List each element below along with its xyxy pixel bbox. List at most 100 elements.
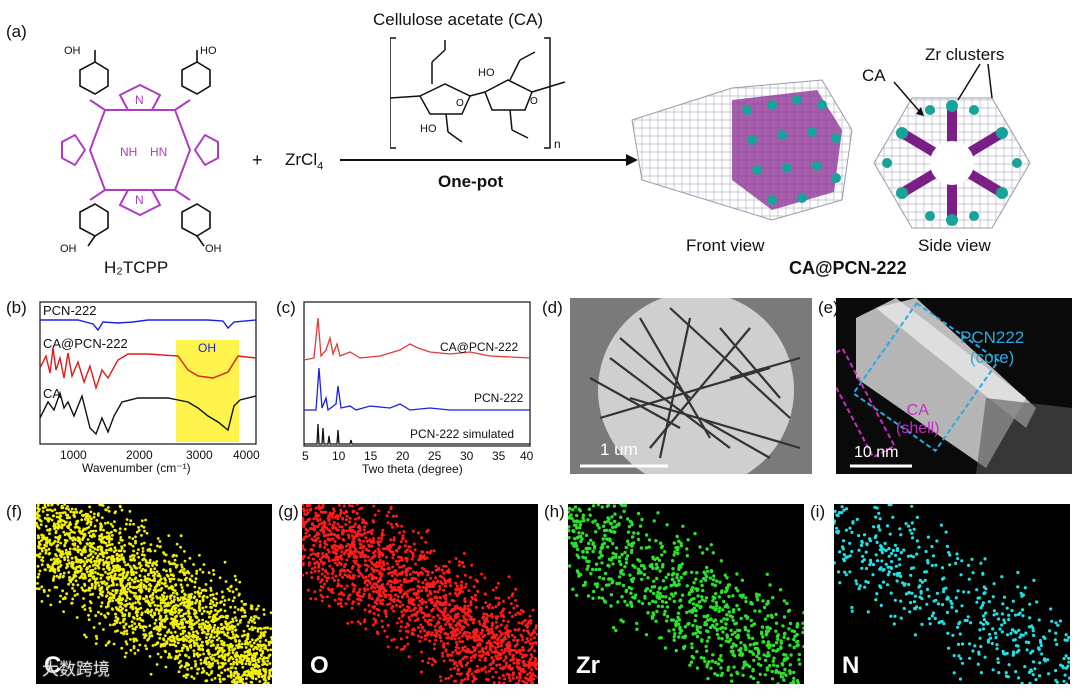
eds-dot: [427, 657, 431, 661]
eds-dot: [336, 602, 340, 606]
eds-dot: [70, 601, 73, 605]
eds-dot: [669, 618, 674, 622]
eds-dot: [97, 514, 100, 517]
eds-dot: [175, 563, 179, 567]
eds-dot: [58, 517, 62, 521]
eds-dot: [381, 528, 385, 532]
ftir-trace-ca: [39, 390, 257, 436]
eds-dot: [788, 663, 792, 667]
eds-dot: [505, 672, 509, 676]
eds-dot: [264, 639, 268, 642]
eds-dot: [499, 623, 503, 627]
eds-dot: [76, 526, 80, 529]
eds-dot: [313, 535, 317, 539]
eds-dot: [373, 563, 376, 567]
eds-dot: [372, 617, 376, 621]
eds-dot: [168, 577, 172, 581]
eds-dot: [586, 594, 591, 598]
eds-dot: [591, 504, 596, 508]
eds-dot: [188, 601, 192, 605]
eds-dot: [102, 628, 105, 631]
eds-dot: [457, 563, 461, 567]
eds-dot: [435, 580, 439, 584]
eds-dot: [155, 563, 159, 567]
eds-dot: [623, 550, 627, 555]
eds-dot: [651, 615, 655, 619]
eds-dot: [404, 539, 408, 543]
shell-label: CA (shell): [896, 402, 940, 438]
eds-dot: [39, 543, 42, 546]
eds-dot: [366, 555, 370, 559]
eds-dot: [723, 605, 727, 609]
eds-dot: [475, 630, 479, 634]
eds-dot: [306, 588, 310, 592]
eds-dot: [212, 569, 215, 572]
eds-dot: [89, 523, 93, 527]
eds-dot: [623, 504, 628, 508]
eds-dot: [95, 560, 99, 563]
eds-dot: [200, 612, 204, 616]
eds-dot: [159, 645, 163, 648]
eds-dot: [475, 664, 479, 668]
eds-dot: [131, 544, 135, 548]
xrd-tick-25: 25: [428, 449, 442, 463]
eds-dot: [486, 619, 490, 623]
eds-dot: [124, 622, 128, 626]
eds-dot: [128, 597, 132, 601]
eds-dot: [425, 551, 429, 554]
eds-dot: [346, 568, 350, 572]
eds-dot: [786, 656, 790, 660]
eds-dot: [766, 640, 771, 644]
eds-dot: [201, 628, 205, 631]
eds-dot: [324, 555, 328, 559]
eds-dot: [182, 596, 186, 599]
eds-dot: [771, 596, 775, 600]
eds-dot: [648, 589, 653, 593]
eds-dot: [181, 646, 184, 650]
eds-dot: [70, 564, 73, 568]
eds-dot: [734, 643, 738, 648]
eds-dot: [118, 568, 122, 572]
eds-dot: [264, 647, 268, 650]
eds-dot: [82, 572, 86, 576]
eds-dot: [263, 630, 267, 634]
eds-dot: [611, 551, 615, 555]
eds-dot: [92, 541, 95, 545]
eds-dot: [509, 658, 513, 662]
eds-dot: [384, 555, 388, 559]
eds-dot: [100, 549, 104, 553]
eds-dot: [344, 602, 348, 606]
xrd-label-ca-pcn: CA@PCN-222: [440, 340, 519, 354]
eds-dot: [420, 635, 423, 639]
eds-dot: [360, 574, 364, 578]
eds-dot: [481, 635, 485, 639]
eds-dot: [434, 576, 437, 580]
eds-dot: [435, 599, 439, 603]
eds-dot: [589, 572, 593, 576]
eds-dot: [122, 569, 126, 573]
eds-dot: [377, 509, 381, 513]
eds-dot: [64, 507, 68, 510]
eds-dot: [156, 652, 160, 656]
eds-dot: [422, 554, 426, 558]
eds-dot: [331, 544, 335, 548]
eds-dot: [128, 565, 132, 568]
eds-dot: [468, 667, 472, 671]
eds-dot: [536, 675, 538, 679]
eds-dot: [106, 591, 110, 594]
eds-dot: [397, 616, 401, 620]
eds-dot: [408, 598, 411, 602]
eds-dot: [257, 669, 261, 673]
eds-dot: [625, 603, 629, 607]
eds-dot: [328, 511, 332, 515]
eds-dot: [331, 537, 335, 541]
eds-dot: [695, 634, 700, 639]
eds-dot: [744, 599, 748, 604]
eds-dot: [62, 610, 65, 613]
eds-dot: [633, 565, 637, 569]
eds-dot: [312, 539, 316, 542]
eds-dot: [636, 531, 640, 535]
eds-dot: [218, 630, 221, 634]
eds-dot: [83, 575, 87, 578]
eds-dot: [148, 655, 152, 658]
